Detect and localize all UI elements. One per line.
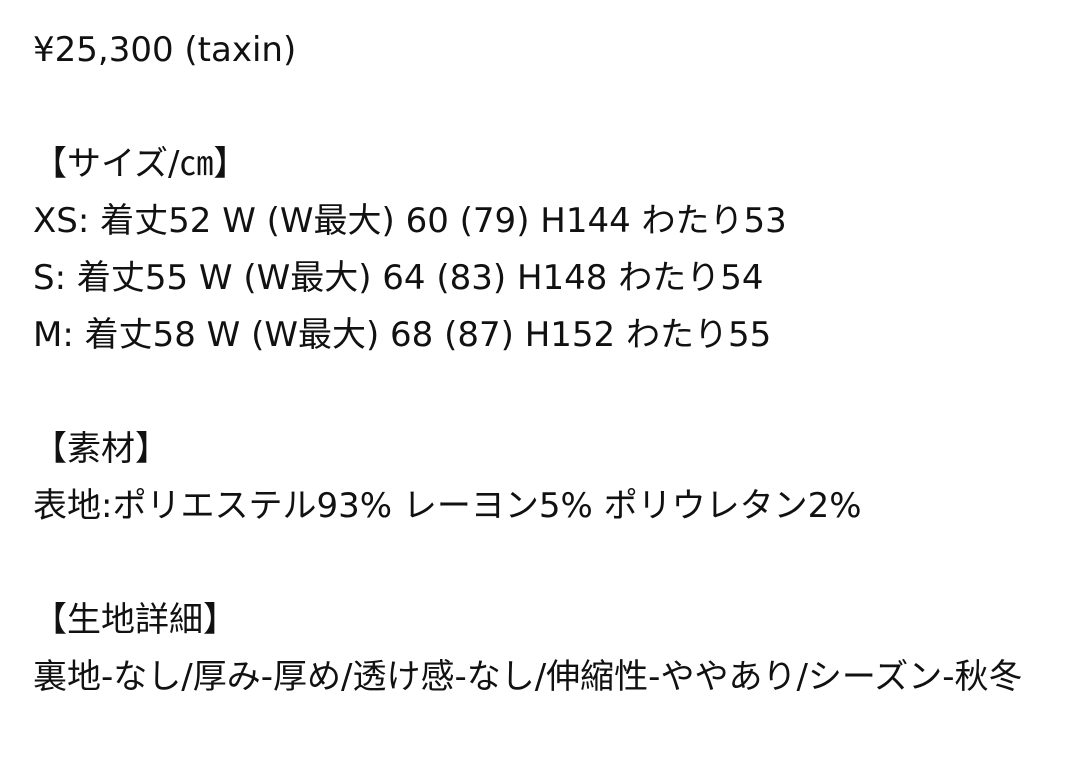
section-heading: 【素材】 bbox=[33, 429, 169, 469]
price: ¥25,300 (taxin) bbox=[33, 30, 297, 70]
section-heading: 【サイズ/㎝】 bbox=[33, 144, 248, 184]
details-text: 裏地-なし/厚み-厚め/透け感-なし/伸縮性-ややあり/シーズン-秋冬 bbox=[33, 657, 1023, 697]
size-row: S: 着丈55 W (W最大) 64 (83) H148 わたり54 bbox=[33, 258, 764, 298]
material-text: 表地:ポリエステル93% レーヨン5% ポリウレタン2% bbox=[33, 486, 862, 526]
size-row: XS: 着丈52 W (W最大) 60 (79) H144 わたり53 bbox=[33, 201, 787, 241]
document: ¥25,300 (taxin) 【サイズ/㎝】 XS: 着丈52 W (W最大)… bbox=[33, 22, 1053, 706]
section-heading: 【生地詳細】 bbox=[33, 600, 237, 640]
size-row: M: 着丈58 W (W最大) 68 (87) H152 わたり55 bbox=[33, 315, 772, 355]
